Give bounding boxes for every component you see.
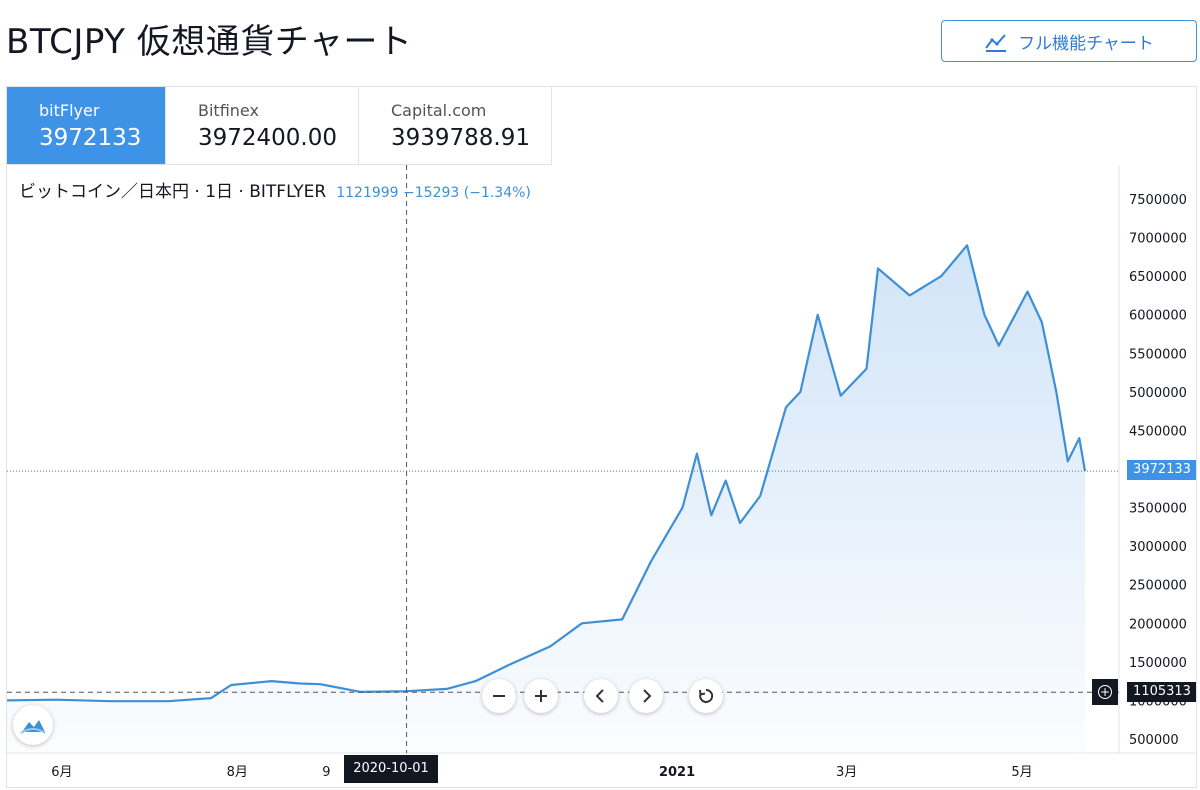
y-tick-label: 3500000 <box>1129 502 1187 517</box>
tab-exchange-name: Capital.com <box>391 101 487 120</box>
cloud-logo-icon <box>20 720 46 734</box>
reset-chart-button[interactable] <box>689 679 723 713</box>
tab-capital-com[interactable]: Capital.com 3939788.91 <box>359 87 552 165</box>
x-tick-label: 9 <box>322 765 330 780</box>
price-area <box>7 245 1085 754</box>
y-tick-label: 3000000 <box>1129 540 1187 555</box>
tab-price: 3972133 <box>39 125 142 151</box>
full-chart-label: フル機能チャート <box>1018 33 1154 54</box>
y-tick-label: 500000 <box>1129 733 1179 748</box>
tab-bitfinex[interactable]: Bitfinex 3972400.00 <box>166 87 359 165</box>
x-tick-label: 3月 <box>836 765 857 780</box>
legend-values: 1121999 −15293 (−1.34%) <box>336 185 531 201</box>
x-tick-label: 8月 <box>227 765 248 780</box>
chevron-right-icon <box>643 689 652 703</box>
legend-symbol: ビットコイン／日本円 · 1日 · BITFLYER <box>19 182 327 202</box>
scroll-left-button[interactable] <box>584 679 618 713</box>
chart-icon <box>985 34 1007 52</box>
y-tick-label: 7000000 <box>1129 232 1187 247</box>
y-tick-label: 2500000 <box>1129 579 1187 594</box>
tab-price: 3972400.00 <box>198 125 338 151</box>
zoom-out-button[interactable] <box>482 679 516 713</box>
reset-icon <box>699 688 714 703</box>
scroll-right-button[interactable] <box>629 679 663 713</box>
minus-icon <box>493 695 505 697</box>
y-tick-label: 2000000 <box>1129 617 1187 632</box>
plus-icon <box>535 690 547 702</box>
y-tick-label: 1500000 <box>1129 656 1187 671</box>
chart-widget: bitFlyer 3972133 Bitfinex 3972400.00 Cap… <box>6 86 1197 788</box>
tab-exchange-name: bitFlyer <box>39 101 100 120</box>
y-tick-label: 7500000 <box>1129 193 1187 208</box>
y-tick-label: 6000000 <box>1129 309 1187 324</box>
y-tick-label: 5500000 <box>1129 347 1187 362</box>
page-title: BTCJPY 仮想通貨チャート <box>6 22 413 62</box>
full-chart-button[interactable]: フル機能チャート <box>941 20 1197 62</box>
x-tick-label: 2021 <box>659 765 695 780</box>
chevron-left-icon <box>595 689 604 703</box>
crosshair-date-label: 2020-10-01 <box>344 755 438 783</box>
price-line <box>7 244 1087 703</box>
y-tick-label: 5000000 <box>1129 386 1187 401</box>
add-alert-button[interactable]: + <box>1092 679 1118 705</box>
tab-price: 3939788.91 <box>391 125 531 151</box>
chart-legend: ビットコイン／日本円 · 1日 · BITFLYER 1121999 −1529… <box>19 177 531 202</box>
y-tick-label: 6500000 <box>1129 270 1187 285</box>
tab-exchange-name: Bitfinex <box>198 101 259 120</box>
x-tick-label: 5月 <box>1011 765 1032 780</box>
x-tick-label: 6月 <box>51 765 72 780</box>
plus-circle-icon: + <box>1098 685 1112 699</box>
zoom-in-button[interactable] <box>524 679 558 713</box>
tradingview-logo-button[interactable] <box>13 705 53 745</box>
tab-bitflyer[interactable]: bitFlyer 3972133 <box>7 87 166 165</box>
current-price-label: 3972133 <box>1127 460 1196 480</box>
crosshair-price-label: 1105313 <box>1127 682 1196 702</box>
y-tick-label: 4500000 <box>1129 424 1187 439</box>
exchange-tabs: bitFlyer 3972133 Bitfinex 3972400.00 Cap… <box>7 87 552 165</box>
